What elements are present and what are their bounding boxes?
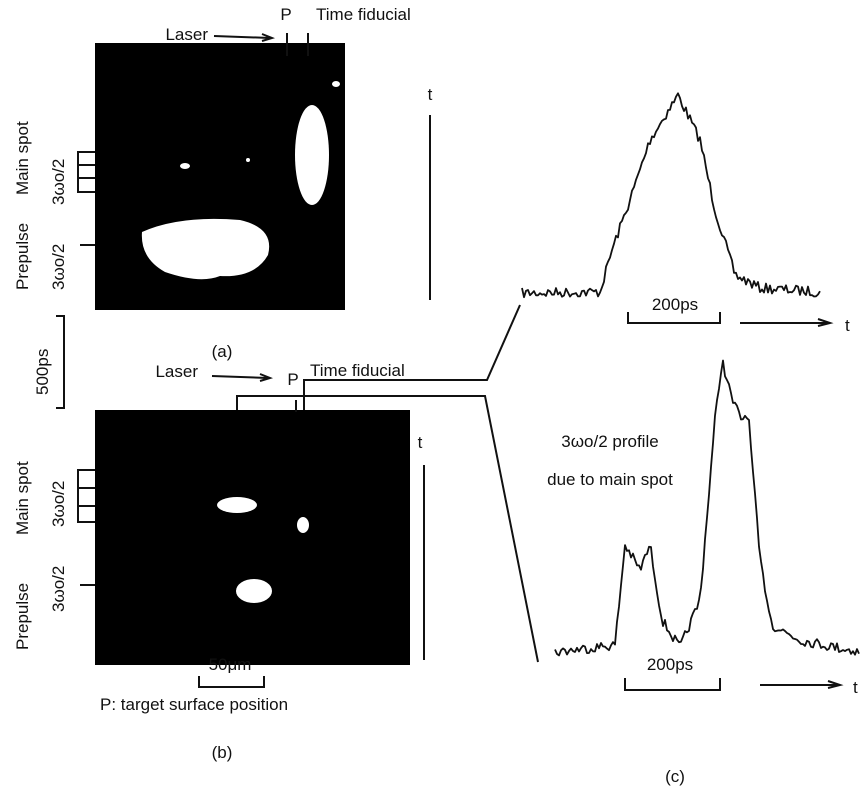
harmonic-label: 3ωo/2	[49, 481, 68, 527]
time-axis-label: t	[845, 316, 850, 335]
scale-label: 50μm	[209, 655, 252, 674]
prepulse-label: Prepulse	[13, 583, 32, 650]
time-axis-label: t	[853, 678, 858, 697]
blob	[332, 81, 340, 87]
annotation: due to main spot	[547, 470, 673, 489]
blob	[295, 105, 329, 205]
time-scale-label: 500ps	[33, 349, 52, 395]
main-spot-label: Main spot	[13, 461, 32, 535]
arrow	[760, 680, 844, 689]
laser-label: Laser	[165, 25, 208, 44]
scale-bar	[624, 678, 721, 691]
harmonic-label: 3ωo/2	[49, 159, 68, 205]
scale-bar	[627, 312, 721, 324]
annotation: 3ωo/2 profile	[561, 432, 658, 451]
arrow	[213, 33, 276, 42]
blob	[180, 163, 190, 169]
time-axis-label: t	[418, 433, 423, 452]
panel-label: (c)	[665, 767, 685, 786]
scale-label: 200ps	[652, 295, 698, 314]
blob	[297, 517, 309, 533]
main-spot-label: Main spot	[13, 121, 32, 195]
arrow	[211, 373, 274, 382]
p-label: P	[287, 370, 298, 389]
trace	[554, 359, 860, 657]
note: P: target surface position	[100, 695, 288, 714]
fiducial-label: Time fiducial	[316, 5, 411, 24]
bracket	[77, 151, 95, 246]
time-axis-label: t	[428, 85, 433, 104]
scale-label: 200ps	[647, 655, 693, 674]
bracket	[77, 469, 95, 586]
laser-label: Laser	[155, 362, 198, 381]
connector	[303, 304, 521, 410]
scale-bar	[56, 315, 65, 409]
harmonic-label: 3ωo/2	[49, 244, 68, 290]
trace	[521, 92, 821, 299]
arrow	[740, 318, 834, 327]
panel-label: (b)	[212, 743, 233, 762]
fiducial-label: Time fiducial	[310, 361, 405, 380]
prepulse-label: Prepulse	[13, 223, 32, 290]
streak-image	[95, 410, 410, 665]
marker	[286, 33, 309, 56]
scale-bar	[198, 676, 265, 688]
blob	[246, 158, 250, 162]
connector	[236, 395, 539, 663]
blob	[141, 218, 270, 280]
harmonic-label: 3ωo/2	[49, 566, 68, 612]
p-label: P	[280, 5, 291, 24]
panel-label: (a)	[212, 342, 233, 361]
blob	[217, 497, 257, 513]
blob	[236, 579, 272, 603]
